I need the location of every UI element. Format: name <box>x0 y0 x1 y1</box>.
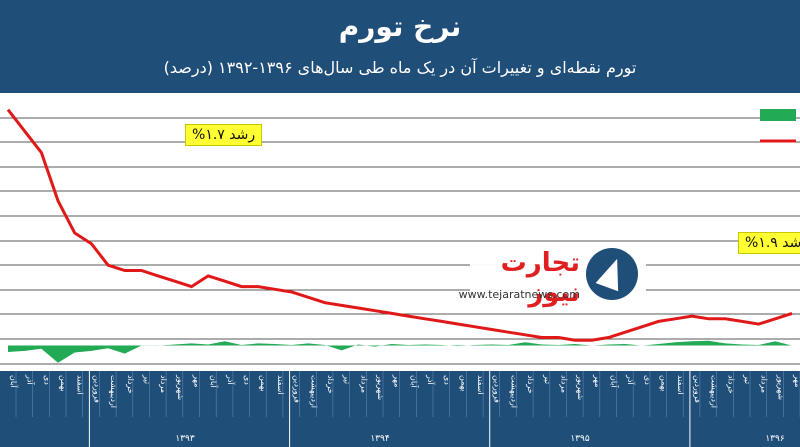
chart-svg <box>0 108 800 365</box>
x-tick-label: فروردین <box>293 375 302 403</box>
annotation-growth-2: رشد ۱.۹% <box>738 232 800 254</box>
x-tick-label: مرداد <box>159 375 168 393</box>
year-label: ۱۳۹۶ <box>765 434 785 444</box>
x-tick-label: مرداد <box>359 375 368 393</box>
plot-area <box>0 93 800 371</box>
annotation-growth-1: رشد ۱.۷% <box>185 124 263 146</box>
x-tick-label: اردیبهشت <box>109 375 118 408</box>
month-labels: آبان آذر دی بهمن اسفند فروردین اردیبهشت خرداد تی… <box>9 371 800 417</box>
year-label: ۱۳۹۵ <box>570 434 590 444</box>
x-tick-label: تیر <box>543 374 552 384</box>
logo: تجارت نیوز www.tejaratnews.com <box>459 242 646 310</box>
x-tick-label: بهمن <box>59 375 68 392</box>
x-tick-label: دی <box>243 375 252 385</box>
x-tick-label: خرداد <box>526 375 535 394</box>
x-tick-label: دی <box>42 375 51 385</box>
x-tick-label: اردیبهشت <box>309 375 318 408</box>
header: نرخ تورم تورم نقطه‌ای و تغییرات آن در یک… <box>0 0 800 93</box>
year-labels: ۱۳۹۳ ۱۳۹۴ ۱۳۹۵ ۱۳۹۶ <box>88 371 785 447</box>
legend-svg <box>760 109 796 143</box>
x-tick-label: آذر <box>626 374 636 385</box>
x-tick-label: خرداد <box>126 375 135 394</box>
x-tick-label: شهریور <box>176 374 185 400</box>
x-tick-label: تیر <box>142 374 151 384</box>
x-tick-label: اردیبهشت <box>710 375 719 408</box>
x-tick-label: دی <box>643 375 652 385</box>
x-tick-label: خرداد <box>326 375 335 394</box>
x-tick-label: آذر <box>426 374 436 385</box>
x-tick-label: آبان <box>610 375 620 389</box>
x-tick-label: اسفند <box>276 375 285 395</box>
x-tick-label: اسفند <box>676 375 685 395</box>
legend <box>758 104 800 154</box>
x-tick-label: شهریور <box>376 374 385 400</box>
x-tick-label: خرداد <box>726 375 735 394</box>
x-tick-label: شهریور <box>776 374 785 400</box>
x-tick-label: تیر <box>343 374 352 384</box>
area-series <box>8 340 792 363</box>
series-line <box>6 108 793 342</box>
page-title: نرخ تورم <box>338 10 462 43</box>
logo-url: www.tejaratnews.com <box>458 288 580 301</box>
line-series <box>6 108 793 342</box>
x-tick-label: فروردین <box>493 375 502 403</box>
x-tick-label: تیر <box>743 374 752 384</box>
x-tick-label: مهر <box>193 374 202 387</box>
x-tick-label: فروردین <box>92 375 101 403</box>
x-tick-label: مهر <box>793 374 800 387</box>
x-tick-label: بهمن <box>660 375 669 392</box>
x-tick-label: آبان <box>9 375 19 389</box>
x-tick-label: دی <box>443 375 452 385</box>
x-tick-label: مهر <box>393 374 402 387</box>
x-tick-label: مرداد <box>560 375 569 393</box>
x-tick-label: اردیبهشت <box>509 375 518 408</box>
gridlines <box>0 117 800 365</box>
x-tick-label: آذر <box>26 374 36 385</box>
x-tick-label: آذر <box>226 374 236 385</box>
x-tick-label: مهر <box>593 374 602 387</box>
x-tick-label: اسفند <box>476 375 485 395</box>
chart-subtitle: تورم نقطه‌ای و تغییرات آن در یک ماه طی س… <box>163 58 637 77</box>
x-axis: آبان آذر دی بهمن اسفند فروردین اردیبهشت خرداد تی… <box>0 371 800 447</box>
year-label: ۱۳۹۳ <box>175 434 195 444</box>
x-tick-label: بهمن <box>459 375 468 392</box>
series-area <box>8 340 792 363</box>
x-tick-label: اسفند <box>76 375 85 395</box>
x-axis-svg: آبان آذر دی بهمن اسفند فروردین اردیبهشت خرداد تی… <box>9 371 800 447</box>
year-label: ۱۳۹۴ <box>370 434 390 444</box>
x-tick-label: بهمن <box>259 375 268 392</box>
x-tick-label: آبان <box>409 375 419 389</box>
logo-brand: تجارت نیوز <box>500 248 580 308</box>
x-tick-label: فروردین <box>693 375 702 403</box>
x-tick-label: شهریور <box>576 374 585 400</box>
x-tick-label: مرداد <box>760 375 769 393</box>
legend-swatch-green <box>760 109 796 121</box>
x-tick-label: آبان <box>209 375 219 389</box>
logo-mark-icon <box>586 248 638 300</box>
